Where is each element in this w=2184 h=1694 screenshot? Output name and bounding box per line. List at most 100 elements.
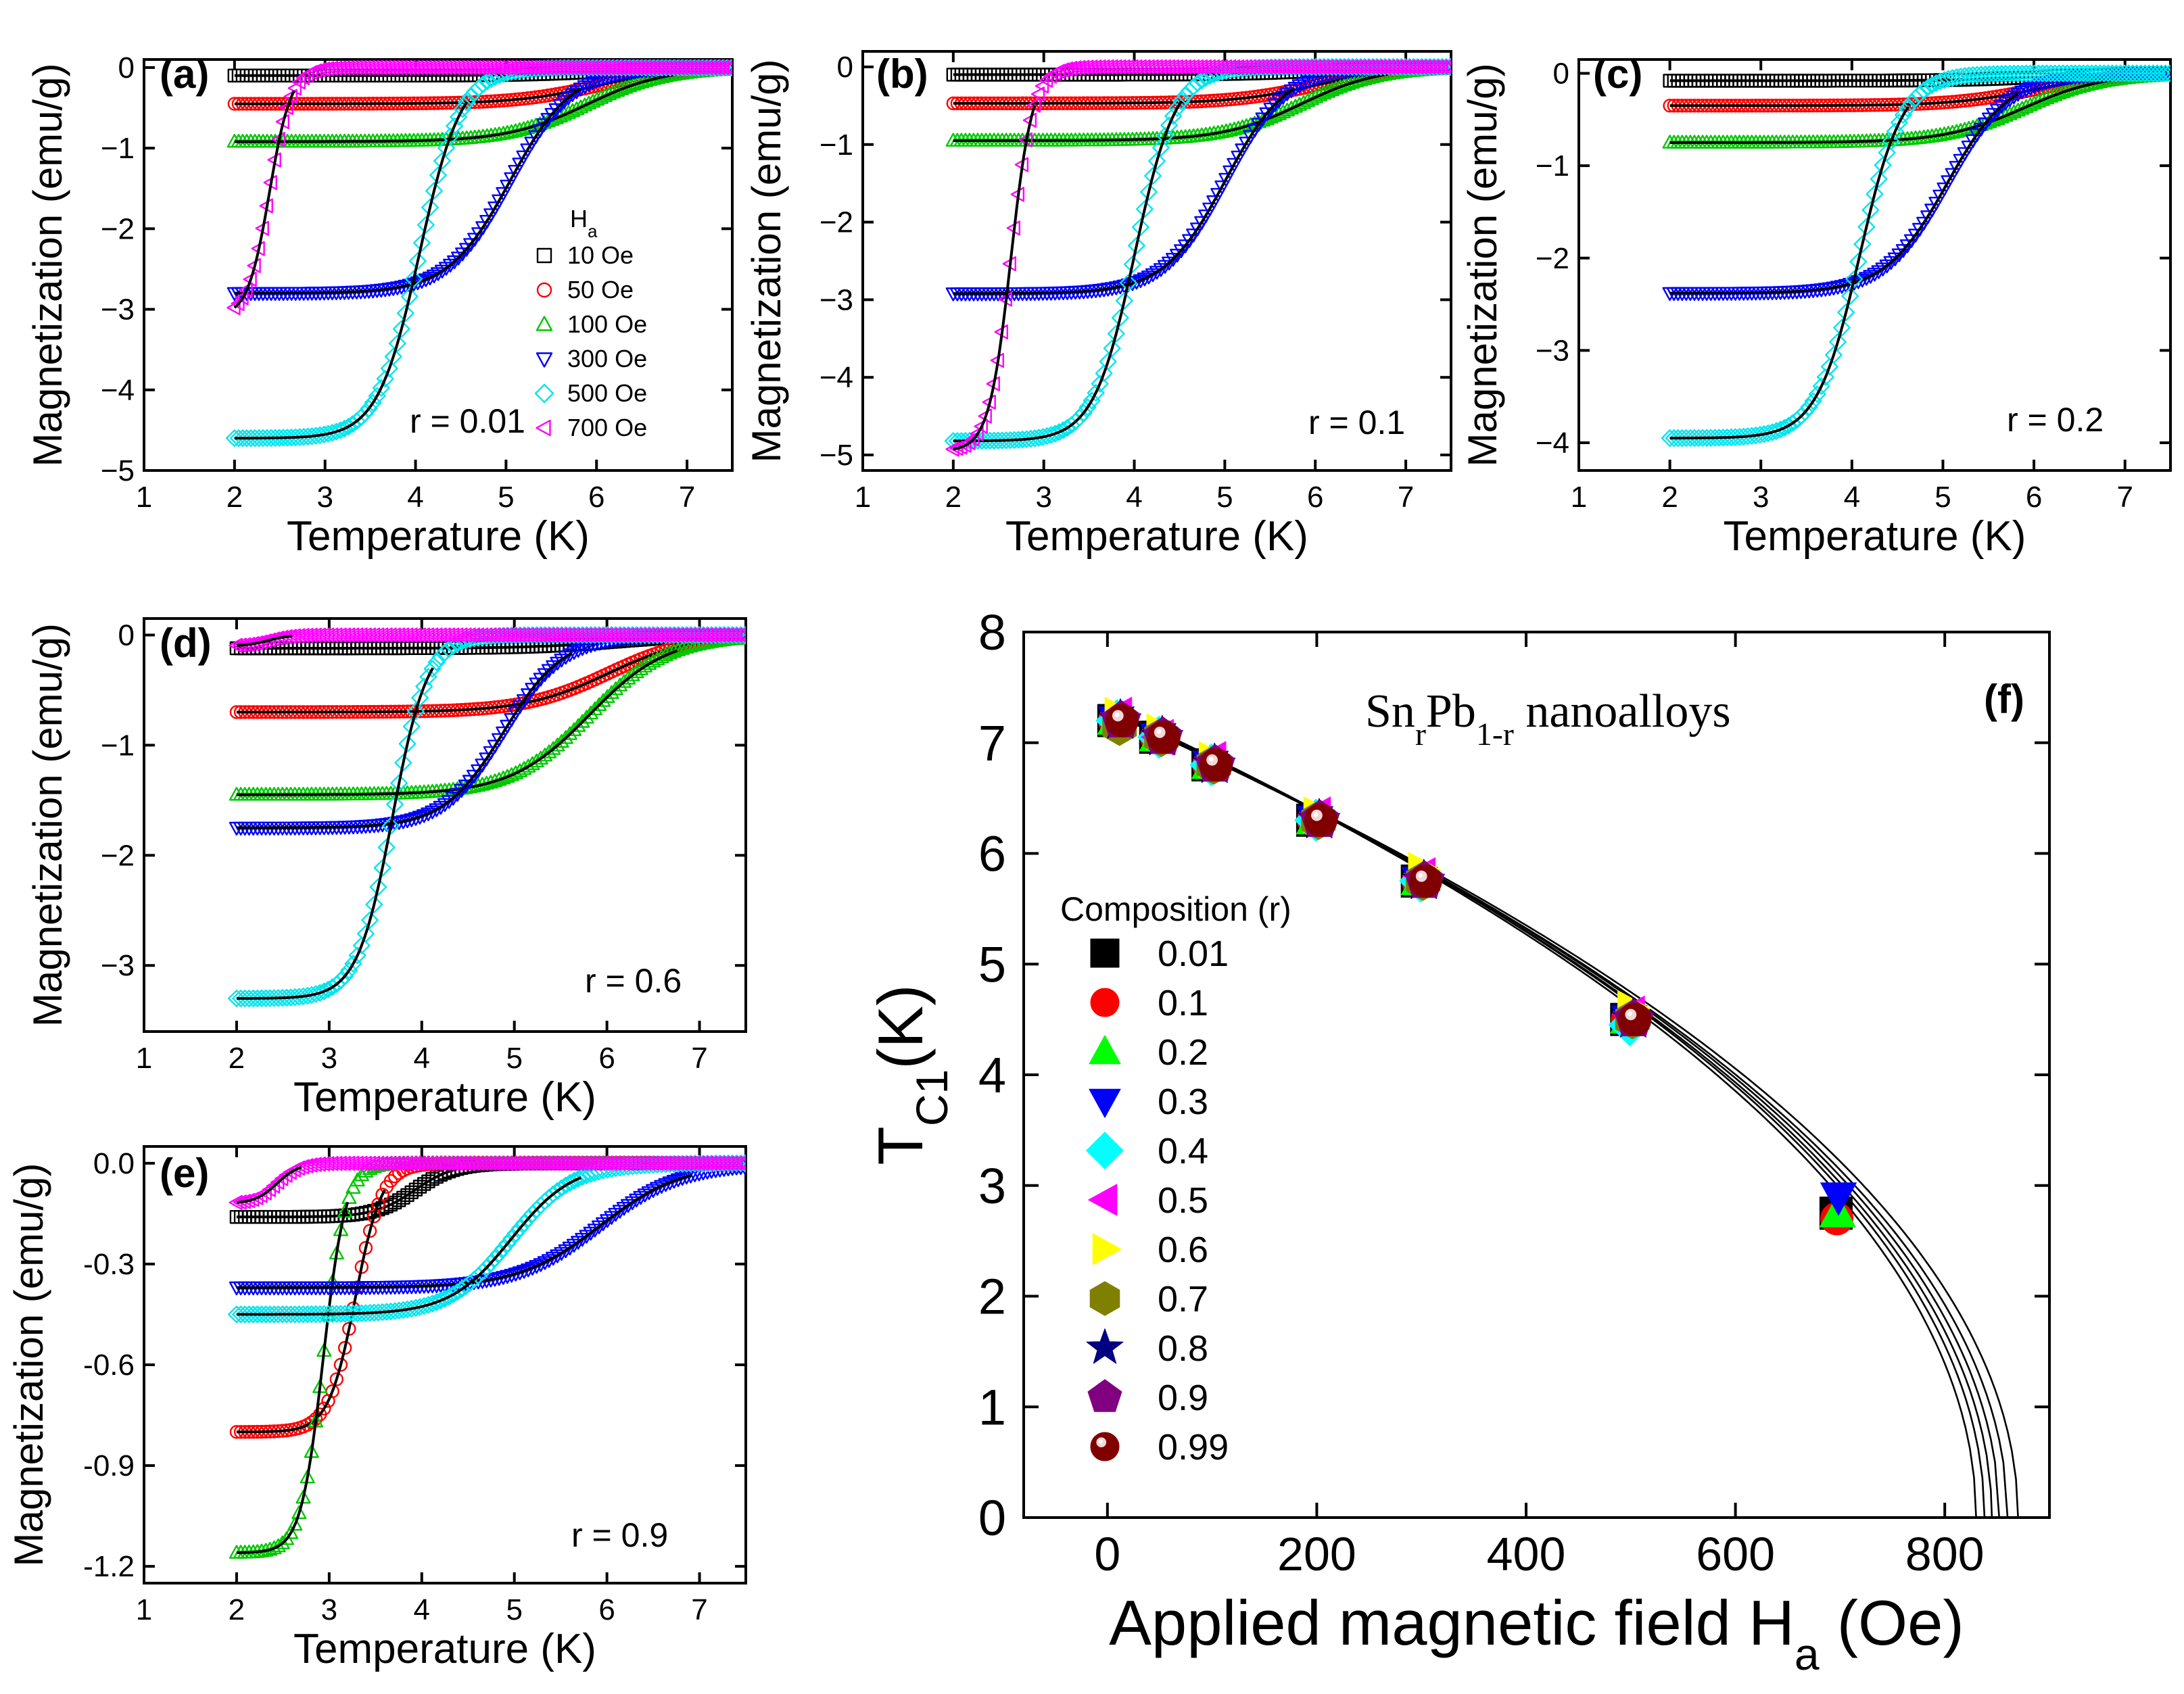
- data-point: [390, 774, 408, 792]
- x-tick-label: 6: [2026, 481, 2042, 514]
- data-point: [479, 752, 494, 767]
- data-point: [1710, 429, 1728, 447]
- panel-c: 1 2 3 4 5 6 7 0 −1 −2 −3 −4 Temperature (K) Magnetiza…: [1460, 51, 2172, 560]
- data-point: [2095, 64, 2113, 82]
- data-point: [1103, 339, 1121, 358]
- data-point: [2031, 78, 2046, 93]
- data-point: [405, 270, 423, 288]
- data-point: [454, 100, 471, 118]
- data-point: [2112, 64, 2129, 82]
- legend-marker: [536, 282, 552, 298]
- data-point: [1661, 429, 1679, 447]
- data-point: [1304, 803, 1337, 837]
- data-point: [370, 627, 385, 643]
- data-point: [283, 629, 297, 644]
- text-span: Applied magnetic field H: [1109, 1587, 1795, 1658]
- fit-line: [236, 1173, 693, 1289]
- data-point: [1300, 75, 1315, 89]
- y-tick-label: −2: [101, 212, 135, 245]
- legend-marker: [1090, 1432, 1120, 1461]
- x-tick-label: 3: [316, 481, 333, 514]
- data-point: [1105, 704, 1139, 737]
- data-point: [304, 1415, 319, 1430]
- x-tick-label: 800: [1905, 1528, 1985, 1580]
- data-point: [391, 627, 406, 643]
- data-point: [269, 1305, 287, 1324]
- y-tick-label: −4: [101, 374, 135, 407]
- data-point: [579, 710, 594, 724]
- data-point: [1928, 197, 1944, 211]
- data-point: [565, 88, 580, 102]
- data-point: [1841, 287, 1859, 305]
- data-point: [1702, 429, 1720, 447]
- data-point: [1438, 59, 1451, 75]
- data-point: [2148, 64, 2166, 82]
- data-point: [398, 735, 417, 753]
- data-point: [583, 705, 598, 720]
- data-point: [1673, 429, 1691, 447]
- data-point: [2116, 64, 2133, 82]
- data-point: [1144, 167, 1162, 185]
- data-point: [1690, 429, 1707, 447]
- y-axis-label: TC1(K): [865, 984, 957, 1165]
- legend-marker: [536, 419, 551, 437]
- panel-b: 1 2 3 4 5 6 7 0 −1 −2 −3 −4 −5 Temperature (K) Magneti…: [744, 50, 1452, 560]
- data-point: [1957, 147, 1972, 162]
- data-point: [1911, 85, 1928, 103]
- r-annotation: r = 0.01: [410, 402, 525, 440]
- data-point: [356, 404, 374, 422]
- data-point: [348, 1305, 366, 1322]
- data-point: [1808, 385, 1826, 404]
- data-point: [1915, 81, 1933, 99]
- data-point: [2018, 83, 2034, 97]
- data-point: [340, 961, 358, 979]
- data-point: [458, 93, 476, 112]
- data-area: [228, 1155, 746, 1559]
- data-point: [504, 172, 519, 187]
- data-point: [275, 1171, 289, 1186]
- data-point: [402, 717, 421, 735]
- data-point: [1442, 62, 1451, 72]
- data-point: [364, 393, 382, 412]
- x-tick-label: 5: [1216, 481, 1233, 514]
- x-tick-label: 4: [414, 1593, 430, 1626]
- data-point: [1800, 398, 1818, 416]
- data-point-shine: [1418, 873, 1423, 878]
- series-700-Oe: [227, 59, 732, 316]
- data-point: [1949, 161, 1964, 175]
- data-point: [1932, 189, 1948, 203]
- data-point: [496, 726, 511, 741]
- fit-line: [233, 90, 295, 309]
- data-point: [261, 989, 279, 1007]
- data-point: [508, 706, 523, 721]
- data-point: [1920, 210, 1936, 224]
- data-point: [273, 989, 291, 1007]
- y-tick-label: −2: [101, 839, 135, 872]
- text-span: Pb: [1426, 685, 1476, 737]
- data-point: [367, 1209, 381, 1224]
- data-point: [511, 1219, 529, 1238]
- data-point: [490, 1244, 508, 1263]
- x-tick-label: 3: [321, 1042, 337, 1075]
- data-point: [1825, 346, 1843, 364]
- legend-marker: [1089, 1088, 1121, 1118]
- data-point: [1164, 107, 1182, 125]
- data-point: [1686, 429, 1703, 447]
- data-point: [482, 70, 500, 88]
- fit-line: [236, 667, 434, 1000]
- data-point: [244, 990, 262, 1007]
- data-point: [1923, 76, 1941, 94]
- data-point: [1985, 65, 2003, 83]
- data-point: [383, 1173, 398, 1188]
- subscript: 1-r: [1476, 717, 1514, 752]
- y-axis-label: Magnetization (emu/g): [25, 64, 70, 467]
- data-point: [1997, 65, 2015, 82]
- data-point: [1231, 150, 1246, 165]
- fit-line: [236, 641, 702, 714]
- panel-label: (d): [160, 621, 212, 666]
- data-point: [382, 817, 400, 835]
- data-point: [286, 1305, 304, 1324]
- data-area: [1661, 64, 2170, 447]
- data-point: [244, 1305, 262, 1324]
- data-point: [1890, 114, 1908, 132]
